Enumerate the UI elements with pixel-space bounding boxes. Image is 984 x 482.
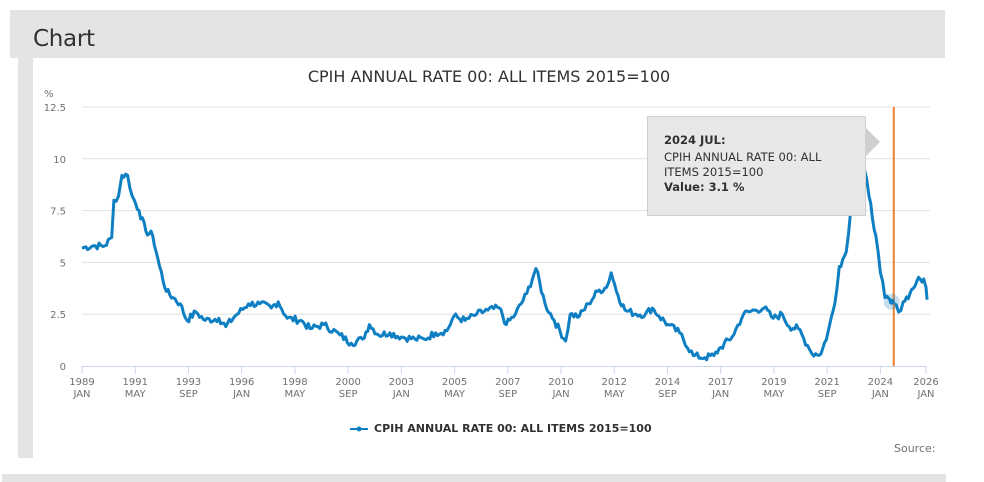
panel-left-border	[18, 58, 33, 458]
y-axis-unit-label: %	[44, 89, 54, 100]
chart-panel-header	[10, 10, 945, 58]
highlight-layer	[883, 107, 900, 366]
x-tick-label-year: 1993	[176, 377, 201, 388]
x-tick-label-year: 2012	[602, 377, 627, 388]
x-tick-label-month: SEP	[818, 389, 837, 400]
x-tick-label-year: 2005	[442, 377, 467, 388]
x-tick-label-year: 2017	[708, 377, 733, 388]
y-tick-label: 5	[60, 258, 66, 269]
y-axis: 0 2.5 5 7.5 10 12.5	[44, 103, 66, 373]
source-label: Source:	[894, 442, 936, 455]
x-tick-label-month: JAN	[916, 389, 934, 400]
x-tick-label-year: 2007	[495, 377, 520, 388]
x-tick-label-month: MAY	[125, 389, 147, 400]
x-tick-label-month: SEP	[339, 389, 358, 400]
panel-heading: Chart	[33, 26, 95, 52]
tooltip-value: Value: 3.1 %	[664, 180, 745, 194]
x-tick-label-year: 2026	[913, 377, 938, 388]
x-tick-label-month: MAY	[444, 389, 466, 400]
x-tick-label-year: 2003	[389, 377, 414, 388]
x-tick-label-year: 2014	[655, 377, 680, 388]
x-tick-label-month: SEP	[498, 389, 517, 400]
x-tick-label-year: 2000	[335, 377, 360, 388]
legend-line-marker-icon	[350, 426, 368, 431]
tooltip-date: 2024 JUL:	[664, 133, 726, 147]
x-tick-label-month: JAN	[551, 389, 569, 400]
y-tick-label: 10	[53, 155, 66, 166]
tooltip-arrow	[866, 128, 880, 156]
x-tick-label-month: SEP	[179, 389, 198, 400]
series-layer[interactable]	[81, 167, 929, 362]
x-tick-label-year: 2010	[548, 377, 573, 388]
x-tick-label-month: JAN	[871, 389, 889, 400]
series-line[interactable]	[81, 167, 929, 362]
x-tick-label-month: MAY	[604, 389, 626, 400]
legend-label: CPIH ANNUAL RATE 00: ALL ITEMS 2015=100	[374, 422, 652, 435]
x-tick-label-month: JAN	[392, 389, 410, 400]
x-tick-label-month: SEP	[658, 389, 677, 400]
x-tick-label-year: 1989	[69, 377, 94, 388]
y-tick-label: 12.5	[44, 103, 66, 114]
legend-item[interactable]: CPIH ANNUAL RATE 00: ALL ITEMS 2015=100	[350, 422, 652, 435]
x-tick-label-month: MAY	[764, 389, 786, 400]
y-tick-label: 2.5	[50, 310, 66, 321]
y-tick-label: 7.5	[50, 207, 66, 218]
x-tick-label-year: 1998	[282, 377, 307, 388]
x-tick-label-month: JAN	[711, 389, 729, 400]
x-tick-label-year: 2019	[761, 377, 786, 388]
x-tick-label-year: 2024	[868, 377, 893, 388]
panel-bottom-bar	[2, 474, 946, 482]
y-tick-label: 0	[60, 362, 66, 373]
x-tick-label-year: 1991	[122, 377, 147, 388]
x-axis: 1989JAN1991MAY1993SEP1996JAN1998MAY2000S…	[69, 366, 939, 400]
x-tick-label-month: JAN	[232, 389, 250, 400]
x-tick-label-month: JAN	[72, 389, 90, 400]
x-tick-label-month: MAY	[284, 389, 306, 400]
tooltip-series-line2: ITEMS 2015=100	[664, 165, 764, 179]
x-tick-label-year: 2021	[814, 377, 839, 388]
tooltip-series-line1: CPIH ANNUAL RATE 00: ALL	[664, 150, 822, 164]
x-tick-label-year: 1996	[229, 377, 254, 388]
chart-title: CPIH ANNUAL RATE 00: ALL ITEMS 2015=100	[308, 67, 670, 86]
data-tooltip: 2024 JUL: CPIH ANNUAL RATE 00: ALL ITEMS…	[647, 116, 866, 216]
hover-point	[888, 298, 895, 305]
